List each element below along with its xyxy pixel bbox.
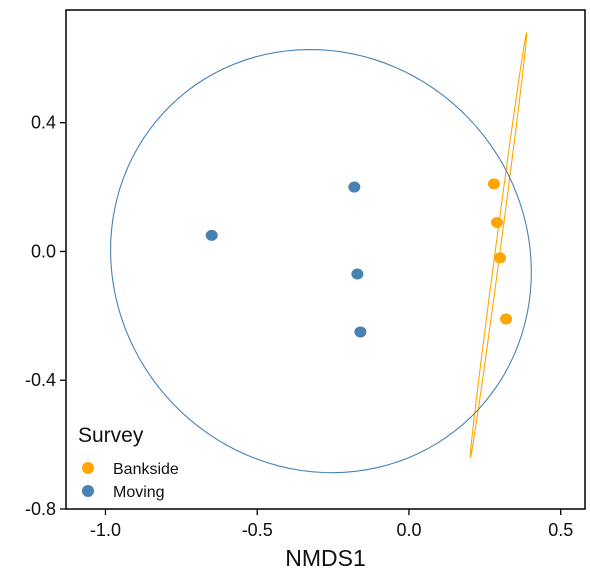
legend-key-moving bbox=[82, 485, 94, 497]
point-moving-4 bbox=[354, 326, 367, 338]
legend-label-bankside: Bankside bbox=[113, 461, 179, 478]
legend-key-bankside bbox=[82, 462, 94, 474]
x-tick-label: 0.0 bbox=[396, 520, 421, 540]
legend-title: Survey bbox=[78, 424, 144, 447]
x-tick-label: -1.0 bbox=[90, 520, 121, 540]
point-bankside-4 bbox=[500, 313, 513, 325]
x-tick-label: 0.5 bbox=[548, 520, 573, 540]
point-moving-3 bbox=[351, 268, 364, 280]
y-axis: -0.8 -0.4 0.0 0.4 bbox=[25, 113, 66, 519]
plot-panel-border bbox=[65, 9, 586, 510]
point-moving-2 bbox=[348, 181, 361, 193]
x-axis-title: NMDS1 bbox=[285, 545, 366, 571]
point-moving-1 bbox=[205, 229, 218, 241]
legend: Survey Bankside Moving bbox=[78, 424, 179, 501]
y-tick-label: 0.0 bbox=[31, 241, 56, 261]
y-tick-label: -0.4 bbox=[25, 370, 56, 390]
ellipse-moving bbox=[110, 48, 532, 474]
x-tick-label: -0.5 bbox=[242, 520, 273, 540]
legend-label-moving: Moving bbox=[113, 484, 165, 501]
point-bankside-2 bbox=[490, 216, 503, 228]
ellipse-bankside bbox=[469, 31, 528, 459]
ellipses-layer bbox=[110, 31, 532, 474]
point-bankside-3 bbox=[494, 252, 507, 264]
points-layer bbox=[205, 178, 513, 338]
y-tick-label: 0.4 bbox=[31, 113, 56, 133]
x-axis: -1.0 -0.5 0.0 0.5 bbox=[90, 509, 573, 540]
point-bankside-1 bbox=[487, 178, 500, 190]
y-tick-label: -0.8 bbox=[25, 499, 56, 519]
